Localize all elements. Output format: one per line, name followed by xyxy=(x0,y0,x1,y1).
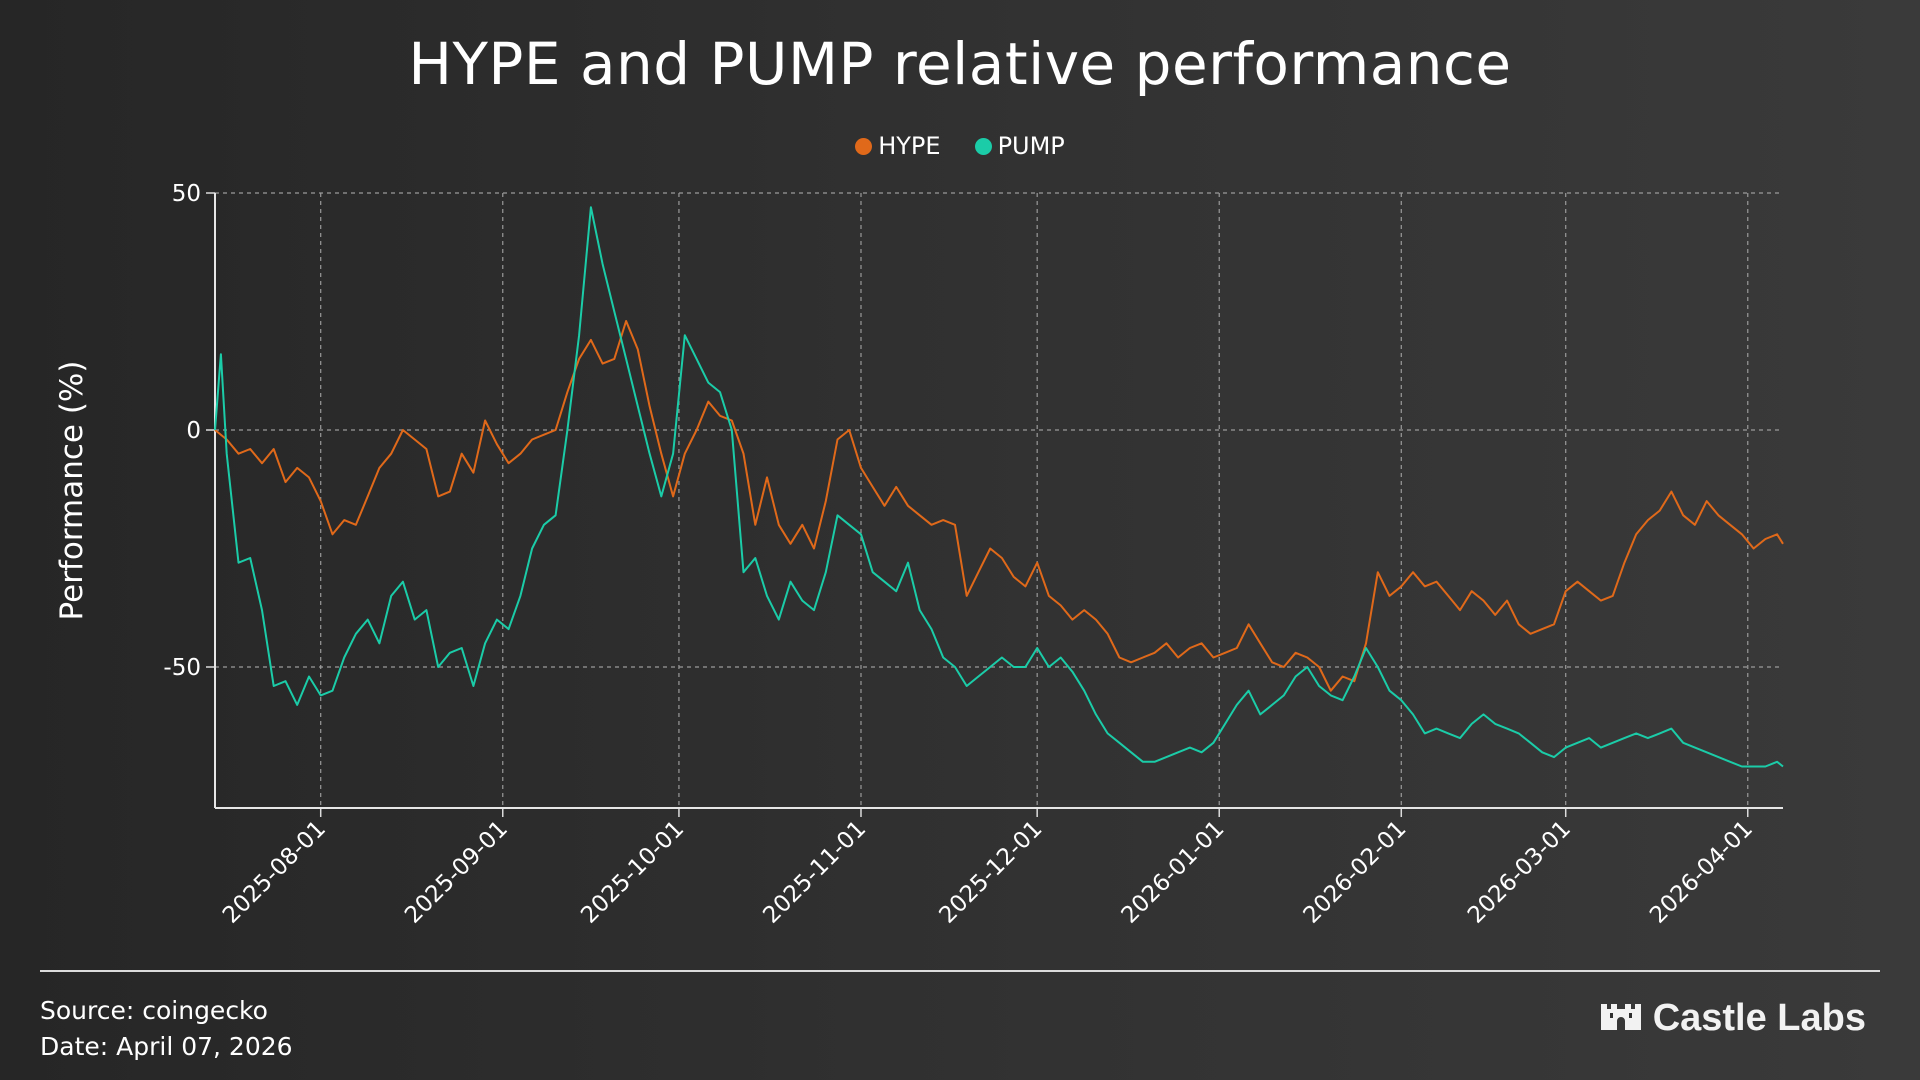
x-tick-label: 2026-01-01 xyxy=(1117,816,1230,929)
x-tick-label: 2026-04-01 xyxy=(1645,816,1758,929)
y-tick-label: 50 xyxy=(172,181,201,207)
x-tick-label: 2025-10-01 xyxy=(576,816,689,929)
legend-label-pump: PUMP xyxy=(997,132,1065,160)
legend-marker-hype xyxy=(855,137,873,155)
line-chart: 50 0 -50 2025-08-01 2025-09-01 2025-10-01 2025… xyxy=(54,181,1784,929)
x-tick-label: 2025-11-01 xyxy=(758,816,871,929)
date-text: Date: April 07, 2026 xyxy=(40,1032,293,1061)
series-line-hype xyxy=(214,320,1784,692)
x-tick-label: 2025-12-01 xyxy=(935,816,1048,929)
chart-legend: HYPE PUMP xyxy=(0,132,1920,160)
chart-title: HYPE and PUMP relative performance xyxy=(408,30,1512,98)
castle-labs-logo: Castle Labs xyxy=(1599,996,1866,1040)
legend-item-hype[interactable]: HYPE xyxy=(855,132,941,160)
y-tick-label: -50 xyxy=(163,655,201,681)
source-text: Source: coingecko xyxy=(40,996,268,1025)
x-tick-label: 2025-09-01 xyxy=(400,816,513,929)
x-tick-label: 2026-02-01 xyxy=(1299,816,1412,929)
legend-marker-pump xyxy=(974,137,992,155)
logo-text: Castle Labs xyxy=(1652,996,1866,1039)
x-tick-label: 2025-08-01 xyxy=(218,816,331,929)
castle-icon xyxy=(1599,996,1643,1040)
x-tick-label: 2026-03-01 xyxy=(1463,816,1576,929)
series-line-pump xyxy=(214,206,1784,768)
legend-label-hype: HYPE xyxy=(878,132,941,160)
y-tick-label: 0 xyxy=(186,418,201,444)
y-axis-label: Performance (%) xyxy=(54,361,90,621)
footer-divider xyxy=(40,970,1880,972)
legend-item-pump[interactable]: PUMP xyxy=(974,132,1065,160)
